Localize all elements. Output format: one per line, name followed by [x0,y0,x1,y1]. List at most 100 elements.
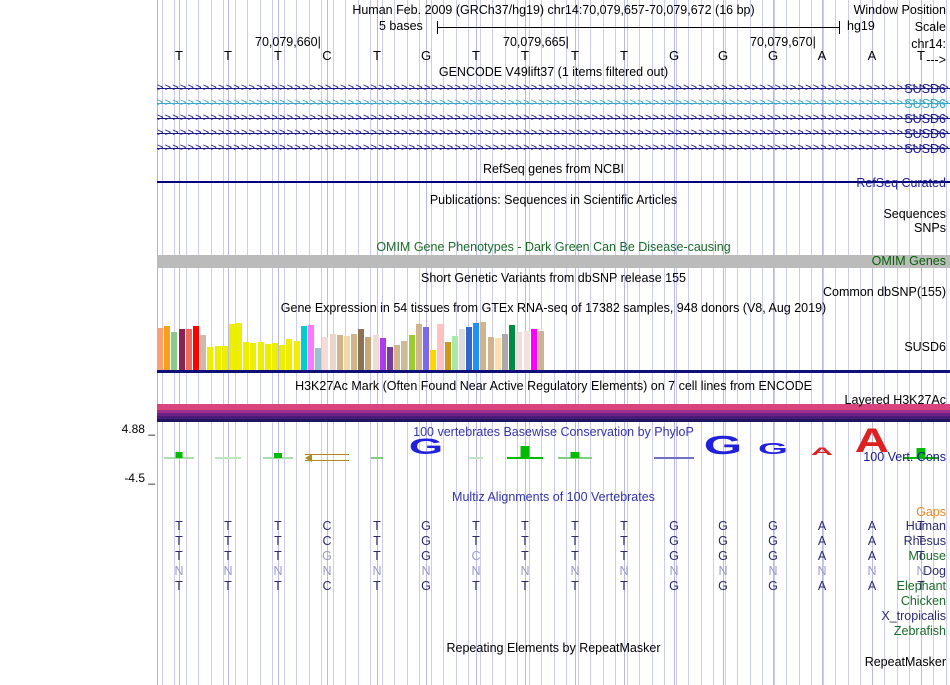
gtex-bar[interactable] [415,324,422,370]
gtex-bar[interactable] [494,338,501,370]
alignment-base: N [916,564,926,578]
gene-label-1[interactable]: SUSD6 [904,97,946,111]
gtex-bar[interactable] [351,334,358,370]
gtex-bar[interactable] [387,347,393,370]
alignment-base: G [421,549,431,563]
gtex-bar[interactable] [171,332,178,370]
gene-label-4[interactable]: SUSD6 [904,142,946,156]
gtex-bar[interactable] [451,336,458,370]
sequence-base: A [817,48,827,63]
gtex-bar[interactable] [329,334,336,370]
assembly-position-title: Human Feb. 2009 (GRCh37/hg19) chr14:70,0… [352,3,755,17]
gtex-bar[interactable] [200,335,207,370]
gtex-bar[interactable] [444,342,451,370]
gtex-bar[interactable] [185,329,192,370]
gtex-bar[interactable] [307,325,314,370]
gtex-bar[interactable] [207,347,214,370]
species-label-mouse[interactable]: Mouse [908,549,946,563]
gtex-bar[interactable] [372,335,379,370]
species-label-x_tropicalis[interactable]: X_tropicalis [881,609,946,623]
gtex-bar[interactable] [250,343,257,370]
gene-label-2[interactable]: SUSD6 [904,112,946,126]
track-title-refseq: RefSeq genes from NCBI [482,162,625,176]
gtex-bar[interactable] [437,324,444,370]
gene-label-0[interactable]: SUSD6 [904,82,946,96]
gtex-bar[interactable] [236,323,243,370]
gtex-bar[interactable] [264,344,271,370]
gtex-bar[interactable] [466,327,473,370]
alignment-base: G [768,579,778,593]
gtex-bar[interactable] [192,326,199,370]
alignment-base: T [571,534,579,548]
cons-tick [274,453,282,458]
alignment-base: N [817,564,827,578]
sequence-base: A [867,48,877,63]
alignment-base: T [917,534,925,548]
gtex-bar[interactable] [358,329,365,370]
cons-baseline-dash [215,457,241,459]
gtex-bar[interactable] [279,345,286,370]
sequence-base: G [668,48,680,63]
species-label-zebrafish[interactable]: Zebrafish [893,624,946,638]
h3k27ac-layer [157,419,950,422]
gtex-bar[interactable] [300,326,307,370]
alignment-base: G [768,549,778,563]
gtex-bar[interactable] [502,334,508,370]
gtex-bar[interactable] [480,322,487,370]
gtex-bar[interactable] [315,348,322,370]
gtex-bar[interactable] [408,335,415,370]
gtex-bar[interactable] [257,342,264,370]
gtex-bar[interactable] [243,342,250,370]
label-refseq-curated: RefSeq Curated [856,176,946,190]
label-gtex-gene: SUSD6 [904,340,946,354]
gtex-bar[interactable] [430,350,437,370]
gtex-bar[interactable] [509,325,516,370]
gtex-bar[interactable] [286,339,293,370]
cons-tick [570,452,580,458]
label-strand-arrow: ---> [926,53,946,67]
gtex-bar[interactable] [530,329,537,370]
species-label-human[interactable]: Human [905,519,946,533]
alignment-base: C [322,519,332,533]
gtex-bar[interactable] [537,331,544,370]
gtex-bar[interactable] [516,332,523,370]
alignment-base: A [867,579,877,593]
gtex-bar[interactable] [343,336,350,370]
alignment-base: T [620,549,628,563]
gtex-bar[interactable] [272,343,278,370]
gtex-bar[interactable] [322,337,329,370]
species-label-rhesus[interactable]: Rhesus [903,534,946,548]
alignment-base: T [373,579,381,593]
gtex-bar[interactable] [473,323,480,370]
species-label-dog[interactable]: Dog [923,564,946,578]
gtex-bar[interactable] [178,329,185,370]
cons-letter: G [408,434,444,459]
gtex-bar[interactable] [214,346,221,370]
gtex-bar[interactable] [487,337,494,370]
alignment-base: A [867,549,877,563]
alignment-base: A [867,534,877,548]
gtex-bar[interactable] [336,335,343,370]
gtex-bar[interactable] [422,327,429,370]
alignment-base: T [571,549,579,563]
sequence-base: C [322,48,332,63]
gtex-bar[interactable] [365,337,372,370]
gtex-bar[interactable] [394,345,401,370]
alignment-base: T [224,534,232,548]
gtex-bar[interactable] [157,328,163,370]
gene-label-3[interactable]: SUSD6 [904,127,946,141]
gtex-bar[interactable] [164,326,171,370]
alignment-base: T [224,519,232,533]
label-common-dbsnp: Common dbSNP(155) [823,285,946,299]
species-label-chicken[interactable]: Chicken [900,594,946,608]
track-title-repeatmasker: Repeating Elements by RepeatMasker [446,641,661,655]
gtex-bar[interactable] [523,331,530,370]
gtex-bar[interactable] [293,341,300,370]
gtex-bar[interactable] [401,341,408,370]
gtex-bar[interactable] [379,338,386,370]
gtex-bar[interactable] [228,324,235,370]
sequence-base: T [224,48,232,63]
gtex-bar[interactable] [458,329,465,370]
gtex-bar[interactable] [221,346,228,370]
